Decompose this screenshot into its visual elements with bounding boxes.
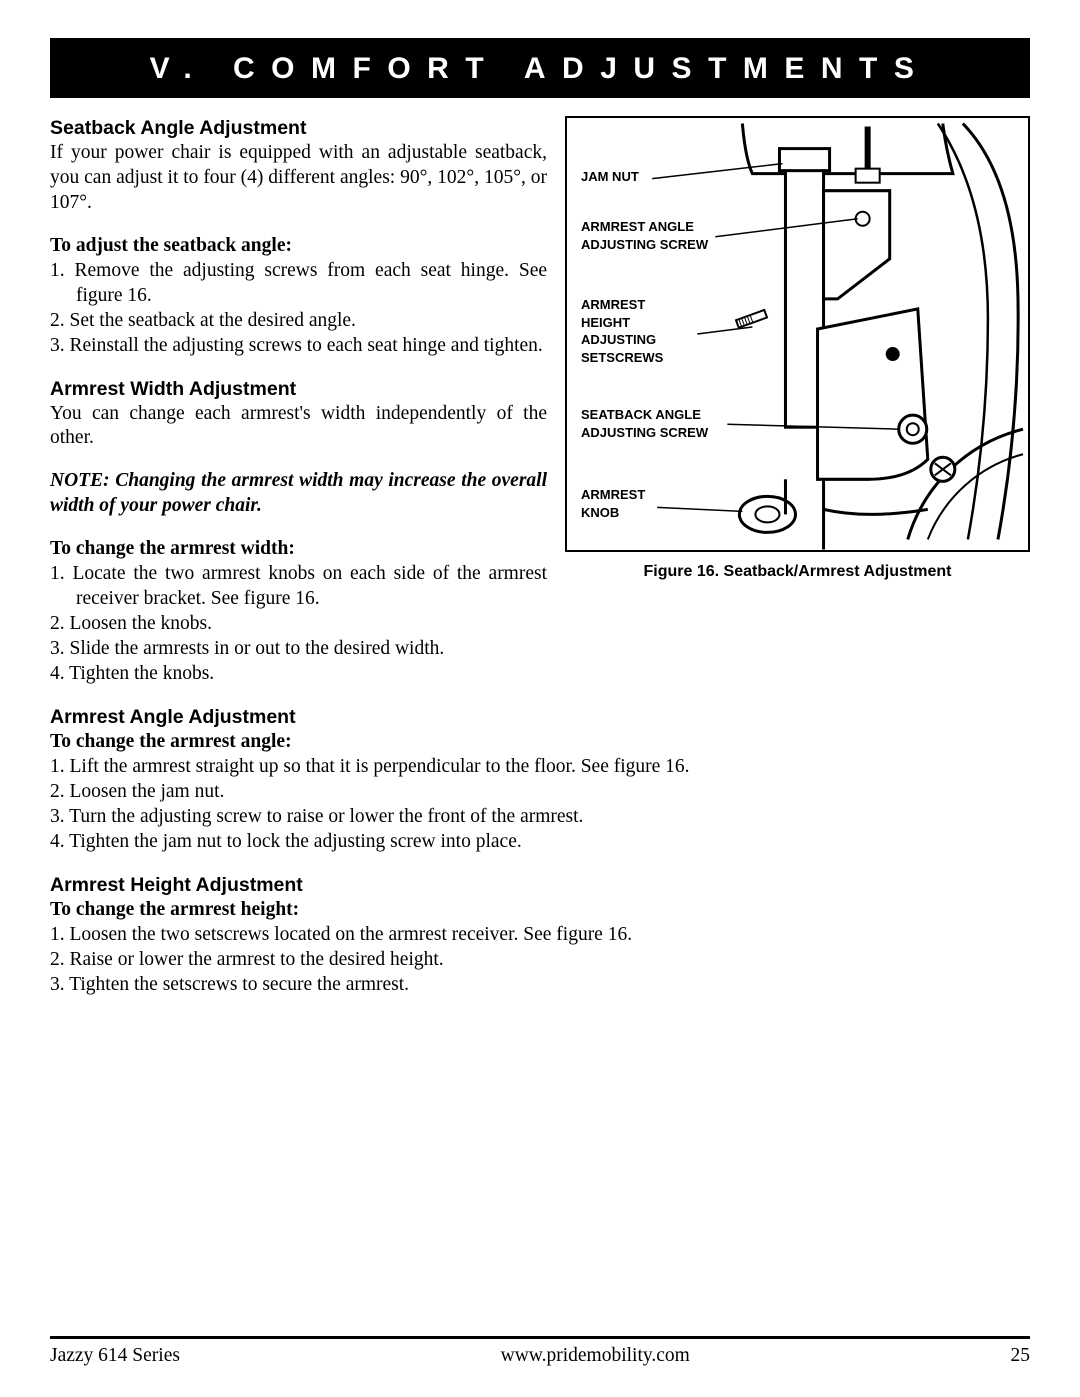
list-item: Loosen the knobs.	[50, 612, 547, 637]
list-item: Remove the adjusting screws from each se…	[50, 259, 547, 309]
page-title-bar: V. COMFORT ADJUSTMENTS	[50, 38, 1030, 98]
list-item: Tighten the knobs.	[50, 662, 547, 687]
seatback-intro: If your power chair is equipped with an …	[50, 141, 547, 216]
footer-left: Jazzy 614 Series	[50, 1345, 180, 1367]
list-item: Loosen the two setscrews located on the …	[50, 923, 1030, 948]
footer-center: www.pridemobility.com	[501, 1345, 690, 1367]
arm-width-instr-heading: To change the armrest width:	[50, 537, 547, 562]
fig-label-seatback-screw: SEATBACK ANGLE ADJUSTING SCREW	[581, 406, 708, 441]
section-arm-height: Armrest Height Adjustment To change the …	[50, 873, 1030, 998]
lower-sections: Armrest Angle Adjustment To change the a…	[50, 687, 1030, 1015]
arm-angle-steps-list: Lift the armrest straight up so that it …	[50, 755, 1030, 855]
fig-label-angle-screw: ARMREST ANGLE ADJUSTING SCREW	[581, 218, 708, 253]
content-two-col: Seatback Angle Adjustment If your power …	[50, 116, 1030, 687]
seatback-steps-list: Remove the adjusting screws from each se…	[50, 259, 547, 359]
arm-width-heading: Armrest Width Adjustment	[50, 377, 547, 402]
list-item: Lift the armrest straight up so that it …	[50, 755, 1030, 780]
section-arm-width-steps: To change the armrest width: Locate the …	[50, 537, 547, 687]
seatback-heading: Seatback Angle Adjustment	[50, 116, 547, 141]
figure-16-box: JAM NUT ARMREST ANGLE ADJUSTING SCREW AR…	[565, 116, 1030, 552]
section-arm-width: Armrest Width Adjustment You can change …	[50, 377, 547, 452]
fig-label-jam-nut: JAM NUT	[581, 168, 639, 186]
list-item: Set the seatback at the desired angle.	[50, 309, 547, 334]
list-item: Slide the armrests in or out to the desi…	[50, 637, 547, 662]
list-item: Reinstall the adjusting screws to each s…	[50, 334, 547, 359]
list-item: Loosen the jam nut.	[50, 780, 1030, 805]
page-footer: Jazzy 614 Series www.pridemobility.com 2…	[50, 1336, 1030, 1367]
seatback-instr-heading: To adjust the seatback angle:	[50, 234, 547, 259]
arm-height-heading: Armrest Height Adjustment	[50, 873, 1030, 898]
arm-angle-instr-heading: To change the armrest angle:	[50, 730, 1030, 755]
footer-right: 25	[1010, 1345, 1030, 1367]
right-column: JAM NUT ARMREST ANGLE ADJUSTING SCREW AR…	[565, 116, 1030, 687]
list-item: Tighten the jam nut to lock the adjustin…	[50, 830, 1030, 855]
arm-width-note: NOTE: Changing the armrest width may inc…	[50, 469, 547, 519]
fig-label-knob: ARMREST KNOB	[581, 486, 645, 521]
arm-width-steps-list: Locate the two armrest knobs on each sid…	[50, 562, 547, 687]
list-item: Raise or lower the armrest to the desire…	[50, 948, 1030, 973]
section-seatback: Seatback Angle Adjustment If your power …	[50, 116, 547, 216]
arm-height-steps-list: Loosen the two setscrews located on the …	[50, 923, 1030, 998]
section-arm-angle: Armrest Angle Adjustment To change the a…	[50, 705, 1030, 855]
figure-16-caption: Figure 16. Seatback/Armrest Adjustment	[565, 562, 1030, 582]
section-seatback-steps: To adjust the seatback angle: Remove the…	[50, 234, 547, 359]
left-column: Seatback Angle Adjustment If your power …	[50, 116, 547, 687]
list-item: Tighten the setscrews to secure the armr…	[50, 973, 1030, 998]
list-item: Turn the adjusting screw to raise or low…	[50, 805, 1030, 830]
arm-width-intro: You can change each armrest's width inde…	[50, 402, 547, 452]
list-item: Locate the two armrest knobs on each sid…	[50, 562, 547, 612]
arm-angle-heading: Armrest Angle Adjustment	[50, 705, 1030, 730]
arm-height-instr-heading: To change the armrest height:	[50, 898, 1030, 923]
fig-label-height-screws: ARMREST HEIGHT ADJUSTING SETSCREWS	[581, 296, 663, 366]
page-container: V. COMFORT ADJUSTMENTS Seatback Angle Ad…	[0, 0, 1080, 1397]
